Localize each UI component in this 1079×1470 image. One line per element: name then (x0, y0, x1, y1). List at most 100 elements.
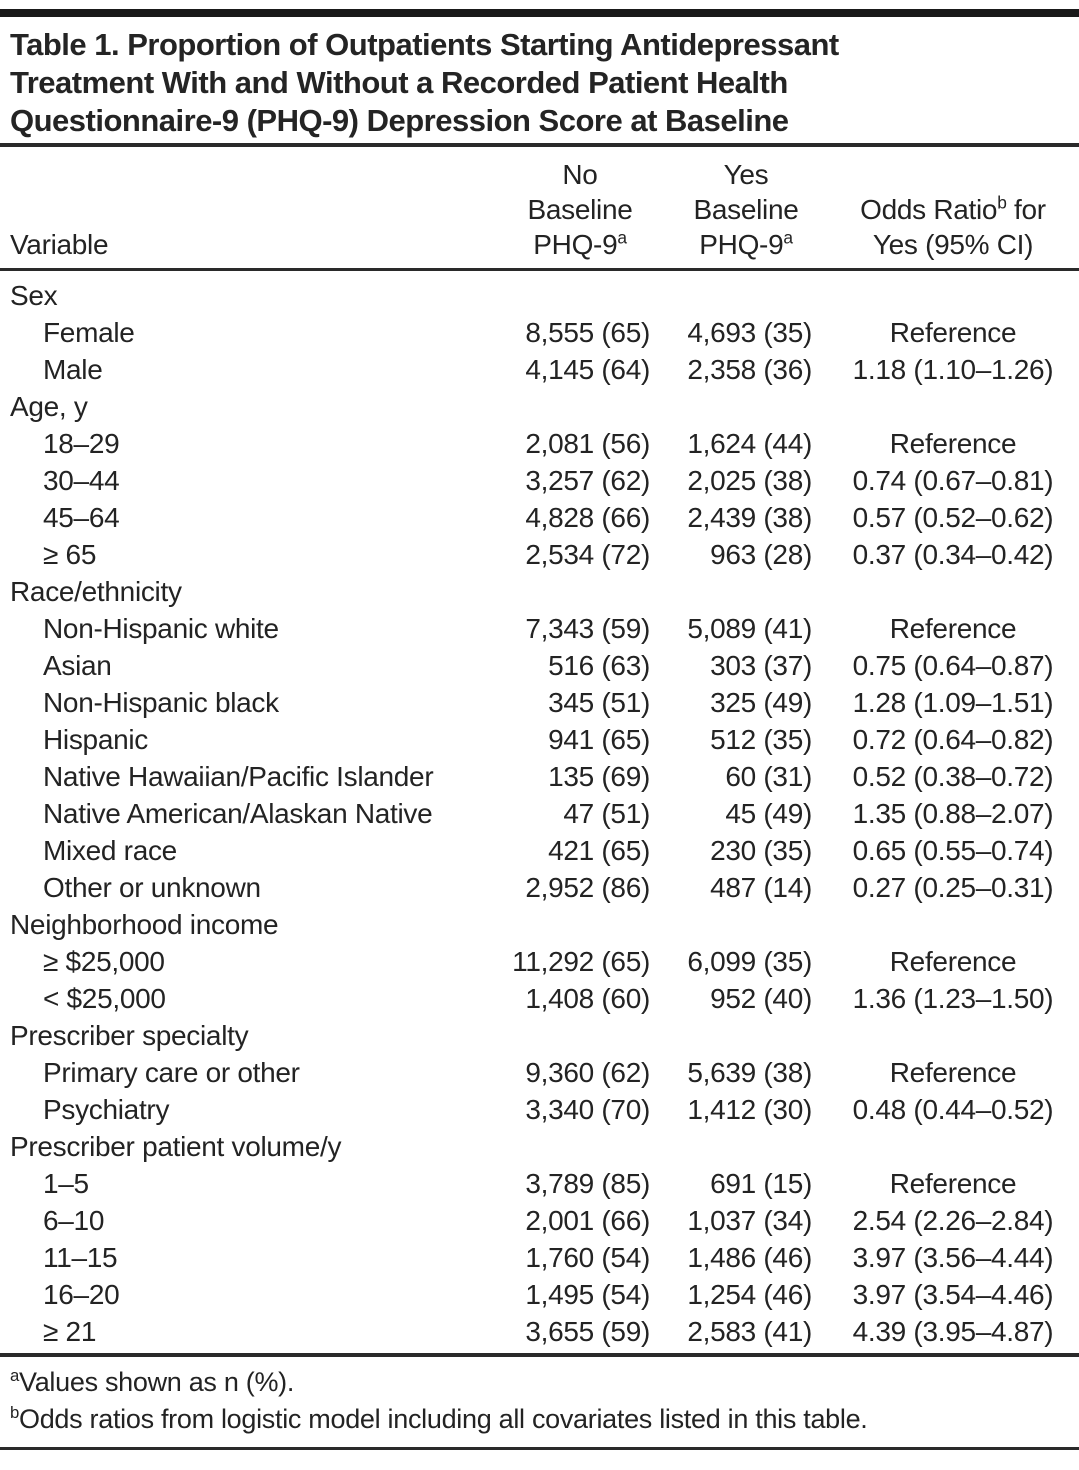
no-baseline-cell: 135 (69) (548, 761, 650, 792)
variable-cell: Asian (43, 650, 112, 681)
table-header: Variable No Baseline PHQ-9a Yes Baseline… (0, 147, 1079, 271)
table-row: Primary care or other 9,360 (62) 5,639 (38… (0, 1054, 1079, 1091)
yes-baseline-cell: 5,089 (41) (687, 613, 812, 644)
odds-ratio-cell: 0.48 (0.44–0.52) (852, 1094, 1054, 1125)
no-baseline-cell: 1,760 (54) (525, 1242, 650, 1273)
odds-ratio-cell: 1.36 (1.23–1.50) (852, 983, 1054, 1014)
header-line: Odds Ratio (860, 194, 998, 225)
column-header-variable: Variable (0, 147, 495, 271)
footnote: aValues shown as n (%). (10, 1366, 295, 1397)
variable-cell: < $25,000 (43, 983, 166, 1014)
yes-baseline-cell: 45 (49) (725, 798, 812, 829)
variable-cell: Male (43, 354, 103, 385)
header-line: PHQ-9 (533, 229, 618, 260)
group-label: Prescriber specialty (10, 1020, 249, 1051)
table-top-rule (0, 9, 1079, 17)
group-row: Age, y (0, 388, 1079, 425)
table-row: Female 8,555 (65) 4,693 (35) Reference (0, 314, 1079, 351)
variable-cell: Psychiatry (43, 1094, 170, 1125)
column-header-yes-baseline: Yes Baseline PHQ-9a (665, 147, 827, 271)
no-baseline-cell: 3,340 (70) (525, 1094, 650, 1125)
yes-baseline-cell: 952 (40) (710, 983, 812, 1014)
yes-baseline-cell: 60 (31) (725, 761, 812, 792)
variable-cell: Primary care or other (43, 1057, 300, 1088)
table-row: ≥ 21 3,655 (59) 2,583 (41) 4.39 (3.95–4.87) (0, 1313, 1079, 1350)
variable-cell: Other or unknown (43, 872, 261, 903)
odds-ratio-cell: Reference (889, 1168, 1017, 1199)
variable-cell: 16–20 (43, 1279, 120, 1310)
odds-ratio-cell: Reference (889, 946, 1017, 977)
header-line: Yes (723, 159, 769, 190)
odds-ratio-cell: 2.54 (2.26–2.84) (852, 1205, 1054, 1236)
header-line: PHQ-9 (699, 229, 784, 260)
odds-ratio-cell: 0.65 (0.55–0.74) (852, 835, 1054, 866)
no-baseline-cell: 4,145 (64) (525, 354, 650, 385)
footnote-marker-b: b (997, 192, 1007, 213)
no-baseline-cell: 11,292 (65) (512, 946, 650, 977)
no-baseline-cell: 421 (65) (548, 835, 650, 866)
odds-ratio-cell: Reference (889, 428, 1017, 459)
yes-baseline-cell: 1,624 (44) (687, 428, 812, 459)
table-row: Native Hawaiian/Pacific Islander 135 (69)… (0, 758, 1079, 795)
variable-cell: ≥ 65 (43, 539, 97, 570)
group-row: Sex (0, 270, 1079, 315)
odds-ratio-cell: Reference (889, 317, 1017, 348)
footnote-marker-a: a (617, 227, 627, 248)
yes-baseline-cell: 6,099 (35) (687, 946, 812, 977)
yes-baseline-cell: 2,583 (41) (687, 1316, 812, 1347)
odds-ratio-cell: 0.74 (0.67–0.81) (852, 465, 1054, 496)
yes-baseline-cell: 303 (37) (710, 650, 812, 681)
table-row: ≥ $25,000 11,292 (65) 6,099 (35) Reference (0, 943, 1079, 980)
table-row: 11–15 1,760 (54) 1,486 (46) 3.97 (3.56–4.44… (0, 1239, 1079, 1276)
no-baseline-cell: 2,001 (66) (525, 1205, 650, 1236)
odds-ratio-cell: 0.37 (0.34–0.42) (852, 539, 1054, 570)
table-row: Other or unknown 2,952 (86) 487 (14) 0.27 (… (0, 869, 1079, 906)
no-baseline-cell: 3,789 (85) (525, 1168, 650, 1199)
variable-cell: 30–44 (43, 465, 120, 496)
yes-baseline-cell: 2,358 (36) (687, 354, 812, 385)
yes-baseline-cell: 963 (28) (710, 539, 812, 570)
variable-cell: Hispanic (43, 724, 148, 755)
table-row: Non-Hispanic black 345 (51) 325 (49) 1.28 (… (0, 684, 1079, 721)
table-row: 18–29 2,081 (56) 1,624 (44) Reference (0, 425, 1079, 462)
odds-ratio-cell: 1.28 (1.09–1.51) (852, 687, 1054, 718)
yes-baseline-cell: 4,693 (35) (687, 317, 812, 348)
table-title-line: Questionnaire-9 (PHQ-9) Depression Score… (10, 103, 789, 138)
header-line: Baseline (527, 194, 633, 225)
no-baseline-cell: 47 (51) (563, 798, 650, 829)
column-header-odds-ratio: Odds Ratiob for Yes (95% CI) (827, 147, 1079, 271)
no-baseline-cell: 2,534 (72) (525, 539, 650, 570)
variable-cell: Non-Hispanic white (43, 613, 279, 644)
group-row: Neighborhood income (0, 906, 1079, 943)
table-row: Psychiatry 3,340 (70) 1,412 (30) 0.48 (0.44… (0, 1091, 1079, 1128)
header-line: Baseline (693, 194, 799, 225)
group-row: Prescriber specialty (0, 1017, 1079, 1054)
no-baseline-cell: 1,408 (60) (525, 983, 650, 1014)
variable-cell: ≥ $25,000 (43, 946, 165, 977)
table-row: Mixed race 421 (65) 230 (35) 0.65 (0.55–0.7… (0, 832, 1079, 869)
header-row: Variable No Baseline PHQ-9a Yes Baseline… (0, 147, 1079, 271)
variable-cell: 45–64 (43, 502, 120, 533)
no-baseline-cell: 516 (63) (548, 650, 650, 681)
no-baseline-cell: 1,495 (54) (525, 1279, 650, 1310)
header-line: Yes (95% CI) (872, 229, 1034, 260)
table-row: Native American/Alaskan Native 47 (51) 45 … (0, 795, 1079, 832)
yes-baseline-cell: 1,412 (30) (687, 1094, 812, 1125)
yes-baseline-cell: 691 (15) (710, 1168, 812, 1199)
no-baseline-cell: 8,555 (65) (525, 317, 650, 348)
footnotes: aValues shown as n (%). bOdds ratios from… (0, 1353, 1079, 1450)
footnote-marker: a (10, 1366, 20, 1385)
odds-ratio-cell: Reference (889, 1057, 1017, 1088)
group-row: Prescriber patient volume/y (0, 1128, 1079, 1165)
odds-ratio-cell: 3.97 (3.56–4.44) (852, 1242, 1054, 1273)
table-row: 1–5 3,789 (85) 691 (15) Reference (0, 1165, 1079, 1202)
variable-cell: Mixed race (43, 835, 177, 866)
yes-baseline-cell: 2,439 (38) (687, 502, 812, 533)
table-title-line: Table 1. Proportion of Outpatients Start… (10, 27, 839, 62)
no-baseline-cell: 345 (51) (548, 687, 650, 718)
table-row: ≥ 65 2,534 (72) 963 (28) 0.37 (0.34–0.42) (0, 536, 1079, 573)
odds-ratio-cell: 0.27 (0.25–0.31) (852, 872, 1054, 903)
footnote: bOdds ratios from logistic model includi… (10, 1403, 868, 1434)
variable-cell: Native American/Alaskan Native (43, 798, 433, 829)
table-row: 30–44 3,257 (62) 2,025 (38) 0.74 (0.67–0.81… (0, 462, 1079, 499)
